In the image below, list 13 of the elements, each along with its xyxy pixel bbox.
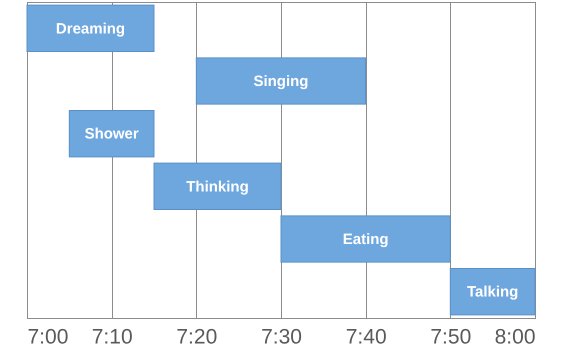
y-tick-label: Singing — [253, 73, 308, 90]
y-tick-label: Dreaming — [56, 20, 126, 38]
y-tick-label: Talking — [466, 284, 518, 301]
x-tick-label: 7:40 — [346, 326, 387, 348]
x-tick-label: 7:50 — [430, 326, 472, 348]
x-tick-label: 8:00 — [494, 326, 536, 348]
x-tick-label: 7:00 — [28, 326, 68, 348]
y-tick-label: Thinking — [186, 178, 249, 196]
x-tick-label: 7:10 — [92, 326, 133, 348]
y-tick-label: Eating — [342, 231, 389, 248]
y-tick-label: Shower — [84, 126, 139, 143]
x-tick-label: 7:20 — [176, 326, 218, 348]
x-tick-label: 7:30 — [261, 326, 302, 348]
